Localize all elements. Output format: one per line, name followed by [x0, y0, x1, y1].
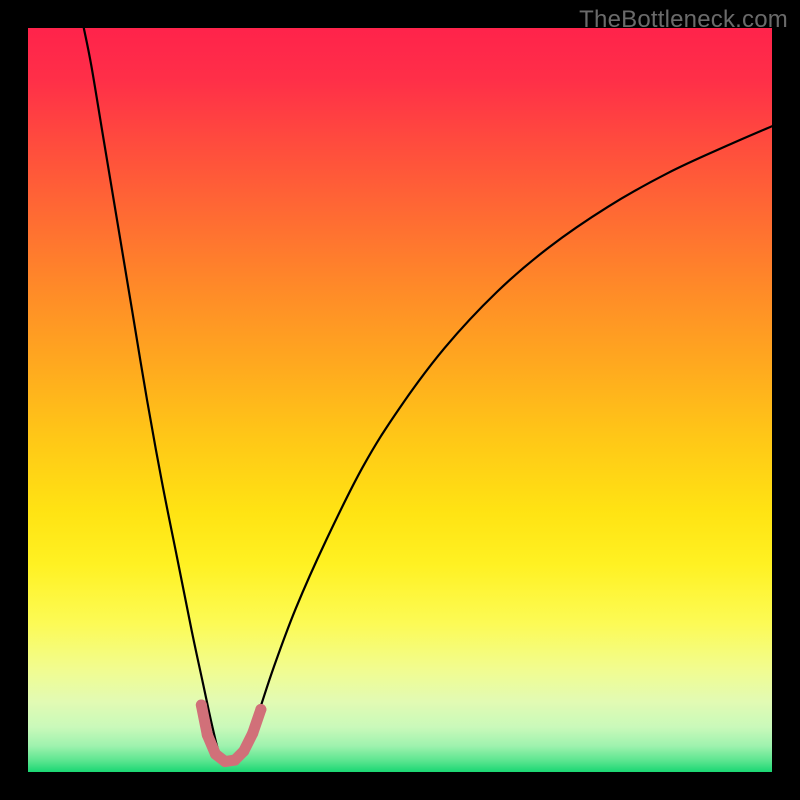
bottleneck-v-curve-chart — [28, 28, 772, 772]
optimal-range-marker — [196, 700, 207, 711]
gradient-background — [28, 28, 772, 772]
optimal-range-marker — [255, 704, 266, 715]
chart-frame: TheBottleneck.com — [0, 0, 800, 800]
watermark-text: TheBottleneck.com — [579, 6, 788, 34]
plot-area — [28, 28, 772, 772]
